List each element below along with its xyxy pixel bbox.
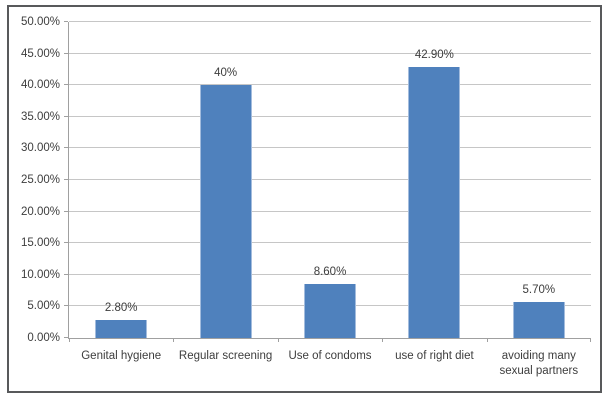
y-axis-label: 10.00%	[20, 268, 60, 281]
gridline	[69, 242, 591, 244]
bar	[512, 301, 565, 338]
y-axis-tick	[64, 147, 68, 149]
gridline	[69, 273, 591, 275]
x-axis-category-label: use of right diet	[395, 350, 474, 362]
y-axis-tick	[64, 273, 68, 275]
x-axis-line	[68, 338, 591, 339]
bar	[408, 66, 461, 338]
plot-area: 2.80% 40% 8.60% 42.90% 5.70%	[64, 21, 591, 342]
y-axis-tick	[64, 305, 68, 307]
bar-value-label: 2.80%	[104, 302, 138, 315]
bar-value-label: 42.90%	[414, 48, 454, 61]
x-axis-tick	[486, 338, 488, 342]
x-axis-category-label: Genital hygiene	[81, 350, 162, 362]
y-axis-label: 25.00%	[20, 174, 60, 186]
y-axis-tick	[64, 115, 68, 117]
y-axis-tick	[64, 21, 68, 22]
bar	[199, 85, 252, 338]
bar	[304, 283, 356, 338]
gridline	[69, 52, 591, 54]
x-axis-tick	[382, 338, 384, 342]
y-axis-tick	[64, 242, 68, 244]
y-axis-label: 45.00%	[20, 47, 60, 60]
x-axis-tick	[277, 338, 279, 342]
gridline	[69, 147, 591, 149]
y-axis-label: 40.00%	[20, 79, 60, 92]
bar	[95, 320, 148, 338]
y-axis-label: 50.00%	[20, 16, 60, 28]
bar-value-label: 5.70%	[522, 283, 556, 296]
y-axis-label: 0.00%	[27, 332, 60, 344]
x-axis-tick	[69, 338, 70, 342]
x-axis-tick	[590, 338, 591, 342]
x-axis-category-label: avoiding many sexual partners	[499, 350, 579, 377]
y-axis-tick	[64, 52, 68, 54]
y-axis-tick	[64, 337, 68, 338]
gridline	[69, 84, 591, 86]
y-axis-label: 15.00%	[20, 237, 60, 250]
y-axis-label: 35.00%	[20, 110, 60, 123]
y-axis-label: 20.00%	[20, 205, 60, 218]
gridline	[69, 115, 591, 117]
bar-value-label: 8.60%	[313, 265, 347, 278]
y-axis-tick	[64, 179, 68, 180]
gridline	[69, 210, 591, 212]
y-axis-tick	[64, 210, 68, 212]
gridline	[69, 21, 591, 22]
x-axis-category-label: Regular screening	[178, 350, 273, 362]
y-axis-label: 5.00%	[27, 300, 60, 313]
x-axis-tick	[173, 338, 175, 342]
bar-value-label: 40%	[214, 67, 238, 80]
y-axis-tick	[64, 84, 68, 86]
y-axis-label: 30.00%	[20, 142, 60, 155]
x-axis-category-label: Use of condoms	[288, 350, 372, 362]
gridline	[69, 179, 591, 180]
y-axis-line	[68, 22, 69, 339]
